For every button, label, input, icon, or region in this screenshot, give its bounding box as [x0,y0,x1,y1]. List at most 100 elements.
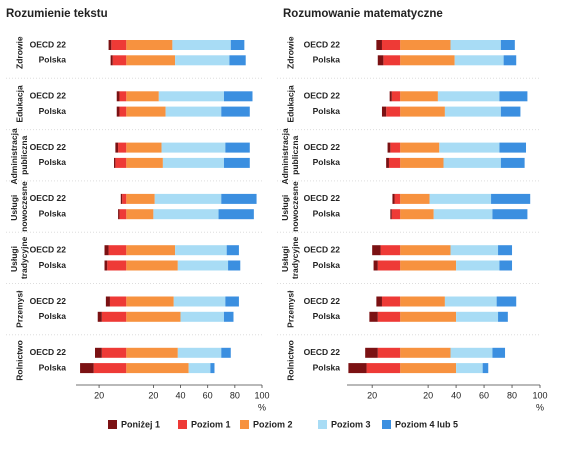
bar-segment [101,311,127,322]
bar-segment [188,363,211,374]
bar-segment [104,245,109,256]
bar-segment [104,260,108,271]
bar-segment [500,40,515,50]
bar-segment [119,209,127,220]
bar-segment [126,55,176,66]
category-label: OECD 22 [304,193,341,203]
bar-segment [499,142,527,153]
legend-label: Poziom 4 lub 5 [395,419,458,429]
bar-segment [116,91,120,102]
bar-segment [221,347,231,358]
bar-segment [112,55,127,66]
bar-segment [372,245,381,256]
category-label: Polska [39,55,67,65]
legend-label: Poziom 1 [191,419,231,429]
bar-segment [492,209,528,220]
group-label: Przemysł [14,290,24,328]
bar-segment [443,157,501,168]
bar-segment [400,193,430,204]
bar-segment [226,245,239,256]
bar-segment [154,193,222,204]
bar-segment [126,40,173,50]
category-label: OECD 22 [304,142,341,152]
bar-segment [126,245,176,256]
bar-segment [223,311,234,322]
category-label: OECD 22 [30,193,67,203]
legend-swatch [178,420,187,429]
bar-segment [500,106,521,117]
bar-segment [366,363,401,374]
group-label: Zdrowie [14,36,24,69]
bar-segment [376,296,382,307]
bar-segment [180,311,224,322]
bar-segment [492,347,506,358]
bar-segment [126,311,181,322]
bar-segment [97,311,102,322]
bar-segment [116,106,120,117]
x-tick-label: 20 [367,390,377,400]
bar-segment [392,193,395,204]
category-label: OECD 22 [30,296,67,306]
bar-segment [390,142,401,153]
category-label: Polska [313,55,341,65]
bar-segment [400,157,444,168]
bar-segment [120,193,123,204]
bar-segment [500,157,525,168]
bar-segment [400,91,438,102]
group-label: Przemysł [285,290,295,328]
category-label: Polska [313,311,341,321]
bar-segment [400,209,434,220]
legend-swatch [108,420,117,429]
category-label: OECD 22 [30,91,67,101]
bar-segment [381,106,387,117]
bar-segment [433,209,493,220]
bar-segment [229,55,246,66]
bar-segment [400,106,445,117]
category-label: Polska [39,311,67,321]
bar-segment [115,142,119,153]
bar-segment [491,193,531,204]
category-label: OECD 22 [30,347,67,357]
bar-segment [429,193,492,204]
bar-segment [391,209,401,220]
bar-segment [221,193,257,204]
group-label: Rolnictwo [285,340,295,381]
bar-segment [110,55,113,66]
category-label: OECD 22 [30,142,67,152]
bar-segment [126,157,163,168]
category-label: Polska [313,362,341,372]
bar-segment [109,296,127,307]
category-label: OECD 22 [304,296,341,306]
legend-swatch [382,420,391,429]
bar-segment [225,142,250,153]
category-label: Polska [39,208,67,218]
bar-segment [118,209,120,220]
bar-segment [377,55,384,66]
bar-segment [365,347,378,358]
bar-segment [437,91,500,102]
bar-segment [381,40,401,50]
bar-segment [444,106,501,117]
x-tick-label: 20 [148,390,158,400]
x-tick-label: 60 [203,390,213,400]
bar-segment [126,347,178,358]
bar-segment [387,142,391,153]
bar-segment [225,296,239,307]
bar-segment [93,363,127,374]
bar-segment [377,260,401,271]
category-label: Polska [39,362,67,372]
bar-segment [161,142,226,153]
bar-segment [389,91,392,102]
bar-segment [175,55,230,66]
x-tick-label: 60 [479,390,489,400]
category-label: Polska [313,260,341,270]
category-label: Polska [313,157,341,167]
category-label: Polska [39,260,67,270]
bar-segment [498,311,508,322]
bar-segment [376,40,382,50]
bar-segment [177,347,222,358]
bar-segment [173,296,226,307]
group-label: Usługi tradycyjne [9,236,29,279]
bar-segment [162,157,224,168]
category-label: OECD 22 [304,39,341,49]
